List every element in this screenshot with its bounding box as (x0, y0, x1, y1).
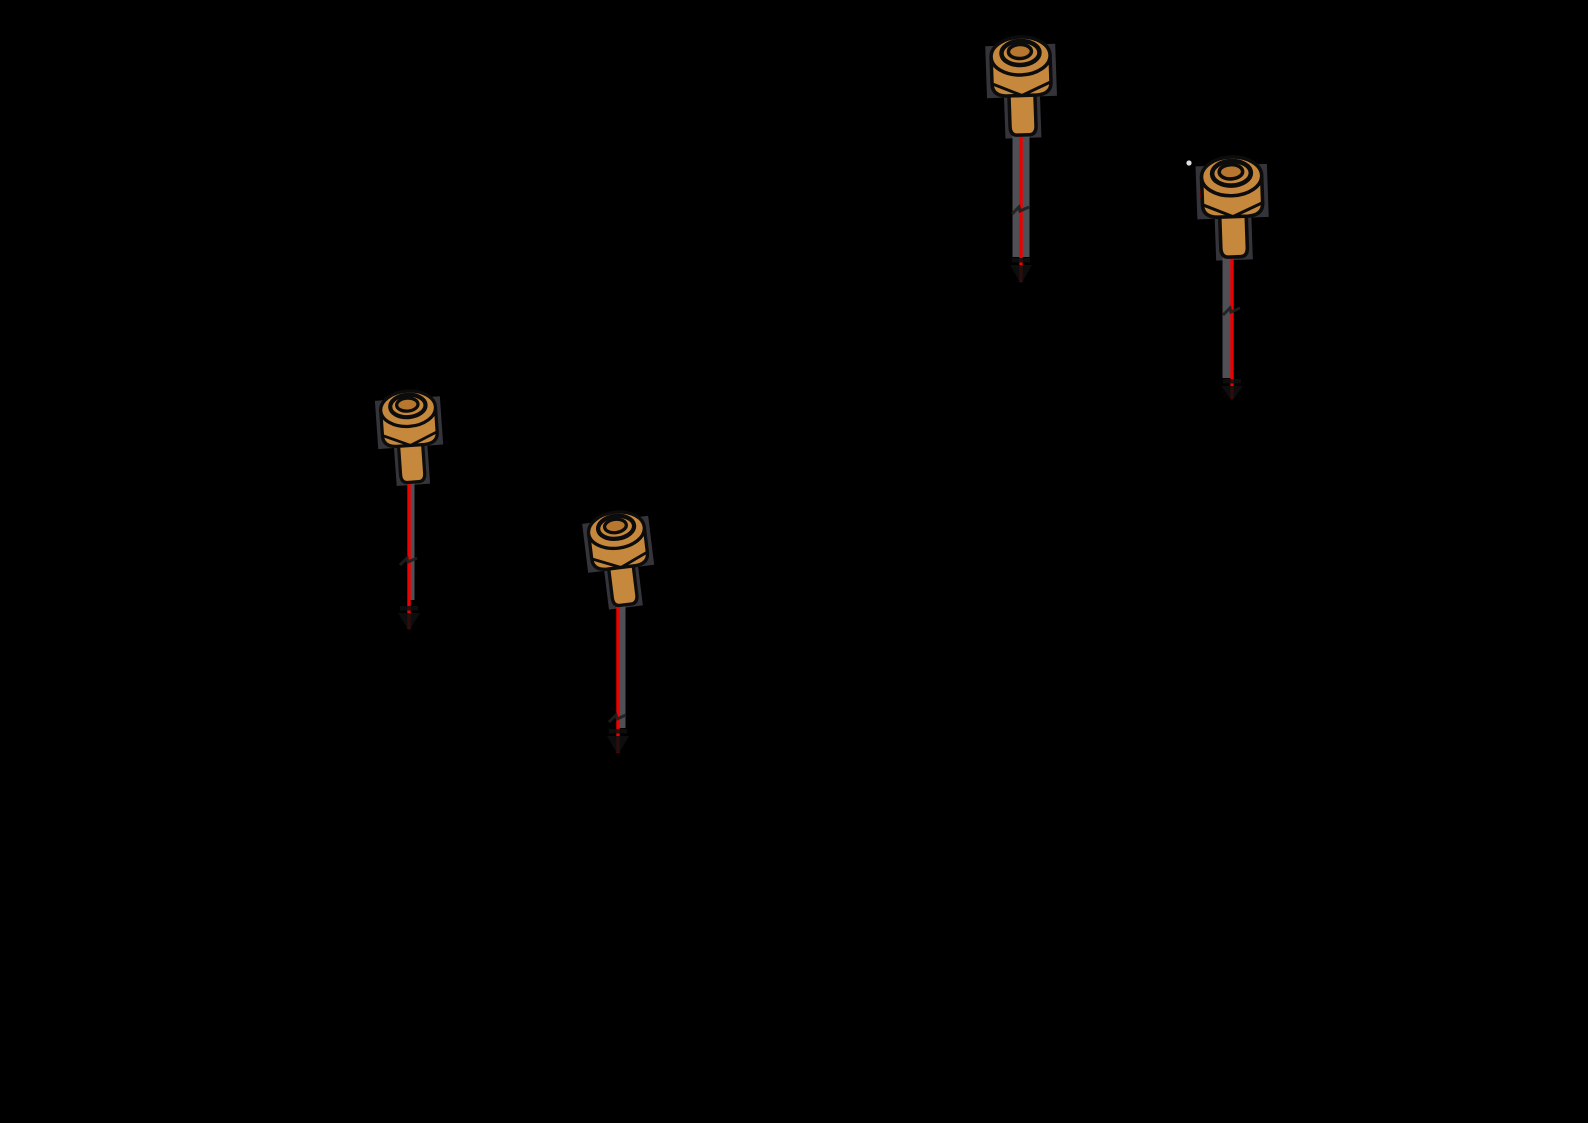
depth-mark (398, 555, 418, 567)
hex-facet-lines (382, 430, 438, 447)
screw-top-center (985, 35, 1057, 284)
insertion-arrow-line (616, 594, 620, 753)
screw-shaft (396, 441, 427, 485)
arrowhead-bar (1012, 258, 1030, 263)
screw-body (586, 510, 650, 608)
socket-ring-inner (395, 396, 420, 413)
screw-center (582, 510, 655, 755)
arrowhead-icon (1010, 265, 1032, 284)
insertion-arrow-line (1230, 245, 1234, 399)
socket-ring-inner (1006, 42, 1034, 61)
arrowhead-icon (607, 736, 629, 755)
axis-guide-line (407, 479, 415, 600)
depth-mark (1221, 305, 1241, 317)
hex-facet-lines (591, 551, 648, 569)
arrowhead-icon (398, 613, 420, 631)
screw-shaft (1007, 91, 1038, 137)
screw-shaft (1217, 212, 1250, 259)
axis-guide-line (618, 602, 626, 728)
highlight-speck (1186, 160, 1192, 166)
insertion-arrow-line (1019, 124, 1023, 282)
socket-ring-inner (1217, 162, 1245, 181)
insertion-arrow-line (407, 471, 411, 629)
depth-mark (607, 712, 627, 724)
screw-upper-right (1186, 155, 1269, 401)
axis-guide-line (1222, 253, 1232, 378)
arrowhead-icon (1221, 386, 1243, 401)
socket-ring-inner (602, 517, 628, 535)
hex-facet-lines (991, 80, 1052, 98)
screw-middle-left (374, 389, 444, 631)
screw-body (379, 389, 439, 485)
arrowhead-bar (1223, 379, 1241, 384)
hex-facet-lines (1202, 201, 1263, 219)
screw-body (1199, 155, 1265, 259)
screw-body (989, 35, 1053, 137)
depth-mark (1010, 204, 1030, 216)
arrowhead-bar (400, 606, 418, 611)
screw-shaft (606, 562, 639, 608)
arrowhead-bar (609, 729, 627, 734)
